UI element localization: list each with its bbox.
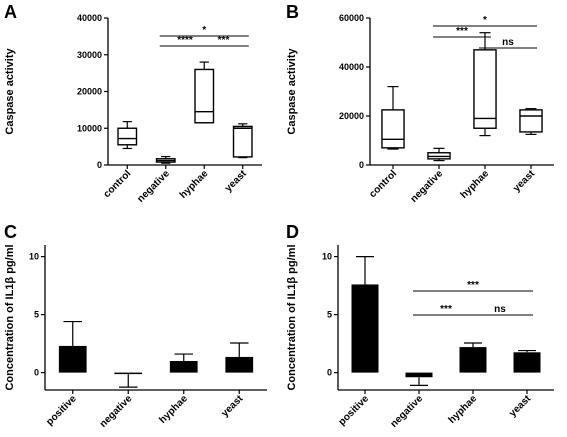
significance-bracket: ***: [413, 304, 479, 316]
significance-label: ns: [494, 304, 506, 315]
y-tick-label: 30000: [77, 50, 102, 60]
significance-bracket: ns: [467, 304, 533, 316]
significance-bracket: ****: [159, 35, 211, 47]
x-tick-label: positive: [44, 393, 79, 428]
bar-negative: [114, 372, 143, 388]
x-tick-label: yeast: [511, 168, 537, 194]
bar: [114, 372, 143, 375]
x-tick-label: yeast: [223, 168, 249, 194]
bar: [459, 347, 487, 373]
significance-label: ***: [440, 304, 452, 315]
bar-hyphae: [459, 342, 487, 373]
box-negative: [155, 155, 176, 164]
box-yeast: [232, 123, 253, 159]
x-tick-label: negative: [389, 393, 426, 430]
bar-positive: [351, 256, 379, 373]
significance-label: ****: [177, 35, 193, 46]
y-tick-label: 10000: [77, 123, 102, 133]
significance-bracket: ***: [413, 280, 533, 292]
significance-label: ***: [456, 26, 468, 37]
box-hyphae: [194, 61, 215, 124]
panel-a: A Caspase activity 0 10000 20000 30000 40000 co…: [4, 2, 262, 205]
significance-label: *: [483, 15, 487, 26]
y-tick-label: 0: [359, 160, 364, 170]
y-axis-label: Concentration of IL1β pg/ml: [286, 244, 298, 390]
bar: [225, 356, 254, 373]
bar: [169, 361, 198, 373]
y-axis-label: Caspase activity: [286, 48, 298, 135]
y-tick-label: 20000: [77, 87, 102, 97]
significance-bracket: *: [433, 15, 537, 27]
y-tick-label: 0: [34, 368, 39, 378]
x-tick-label: positive: [337, 393, 372, 428]
panel-c: C Concentration of IL1β pg/ml 0 5 10 positive…: [4, 222, 267, 430]
x-tick-label: negative: [135, 168, 172, 205]
bar: [351, 284, 379, 373]
x-tick-label: hyphae: [157, 393, 190, 426]
significance-label: *: [202, 25, 206, 36]
significance-bracket: ns: [479, 37, 537, 49]
x-tick-label: hyphae: [178, 168, 211, 201]
y-tick-label: 0: [97, 160, 102, 170]
bar-negative: [405, 372, 433, 386]
panel-letter: A: [4, 2, 17, 22]
box-iqr: [232, 125, 253, 158]
x-tick-label: control: [102, 168, 134, 200]
x-tick-label: control: [367, 168, 399, 200]
x-tick-label: negative: [98, 393, 135, 430]
significance-bracket: ***: [198, 35, 249, 47]
panel-letter: B: [286, 2, 299, 22]
bar-yeast: [225, 342, 254, 373]
y-axis-label: Concentration of IL1β pg/ml: [4, 244, 16, 390]
y-tick-label: 5: [327, 310, 332, 320]
significance-bracket: *: [159, 25, 249, 37]
box-iqr: [381, 109, 405, 149]
box-negative: [427, 147, 451, 162]
y-tick-label: 0: [327, 368, 332, 378]
panel-letter: C: [4, 222, 17, 242]
x-tick-label: hyphae: [447, 393, 480, 426]
y-axis-label: Caspase activity: [4, 48, 16, 135]
bar-hyphae: [169, 353, 198, 373]
x-tick-label: hyphae: [459, 168, 492, 201]
panel-b: B Caspase activity 0 20000 40000 60000 control…: [286, 2, 554, 205]
panel-d: D Concentration of IL1β pg/ml 0 5 10 positive…: [286, 222, 554, 430]
box-control: [117, 121, 138, 150]
significance-label: ns: [502, 37, 514, 48]
box-yeast: [519, 108, 543, 135]
bar: [405, 372, 433, 378]
significance-label: ***: [218, 35, 230, 46]
bar: [58, 345, 87, 373]
bar: [513, 352, 541, 373]
box-iqr: [194, 68, 215, 124]
box-control: [381, 85, 405, 150]
x-tick-label: yeast: [220, 393, 246, 419]
box-hyphae: [473, 32, 497, 137]
y-tick-label: 5: [34, 310, 39, 320]
significance-label: ***: [467, 280, 479, 291]
y-tick-label: 10: [322, 252, 332, 262]
significance-bracket: ***: [433, 26, 491, 38]
bar-yeast: [513, 349, 541, 373]
y-tick-label: 40000: [77, 13, 102, 23]
x-tick-label: yeast: [507, 393, 533, 419]
y-tick-label: 60000: [339, 13, 364, 23]
x-tick-label: negative: [409, 168, 446, 205]
y-tick-label: 20000: [339, 111, 364, 121]
y-tick-label: 10: [29, 252, 39, 262]
bar-positive: [58, 320, 87, 373]
box-iqr: [117, 127, 138, 146]
box-iqr: [519, 109, 543, 133]
panel-letter: D: [286, 222, 299, 242]
y-tick-label: 40000: [339, 62, 364, 72]
box-iqr: [473, 49, 497, 129]
